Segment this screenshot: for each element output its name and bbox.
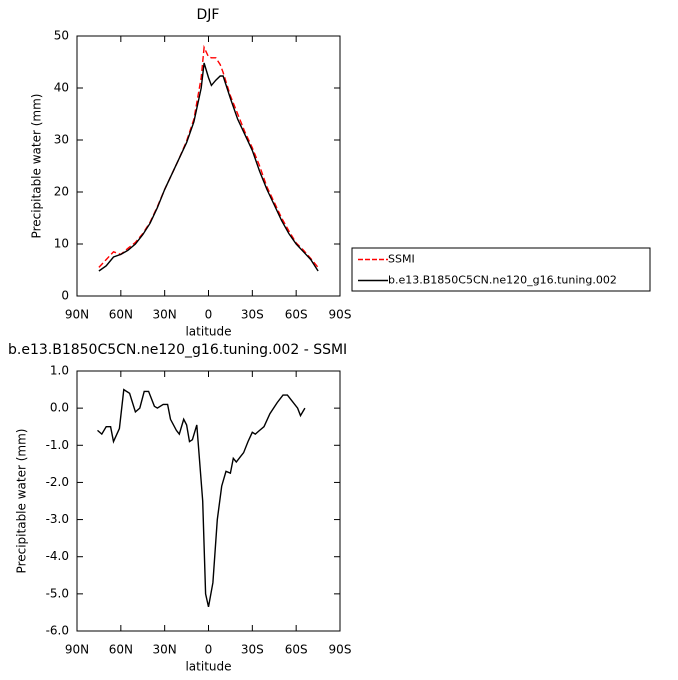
y-tick-label: -3.0 xyxy=(46,512,69,526)
x-tick-label: 0 xyxy=(205,643,213,657)
y-tick-label: 50 xyxy=(54,29,69,43)
chart-title: b.e13.B1850C5CN.ne120_g16.tuning.002 - S… xyxy=(8,342,347,358)
legend-label: b.e13.B1850C5CN.ne120_g16.tuning.002 xyxy=(388,274,617,287)
data-line xyxy=(98,44,319,268)
y-axis-label: Precipitable water (mm) xyxy=(15,429,29,574)
x-tick-label: 30S xyxy=(241,308,264,322)
y-tick-label: 40 xyxy=(54,81,69,95)
plot-frame xyxy=(76,35,341,297)
y-tick-label: -5.0 xyxy=(46,586,69,600)
y-tick-label: 10 xyxy=(54,237,69,251)
x-axis-label: latitude xyxy=(185,325,231,339)
y-tick-label: 30 xyxy=(54,133,69,147)
legend: SSMI b.e13.B1850C5CN.ne120_g16.tuning.002 xyxy=(351,247,651,292)
chart-title: DJF xyxy=(197,7,220,23)
x-axis-label: latitude xyxy=(185,660,231,674)
legend-label: SSMI xyxy=(388,253,415,266)
x-tick-label: 90S xyxy=(329,308,352,322)
y-axis-label: Precipitable water (mm) xyxy=(30,94,44,239)
x-tick-label: 60S xyxy=(285,643,308,657)
y-tick-label: -4.0 xyxy=(46,549,69,563)
y-tick-label: -1.0 xyxy=(46,438,69,452)
y-tick-label: 0.0 xyxy=(50,401,69,415)
y-tick-label: 20 xyxy=(54,185,69,199)
y-tick-label: 1.0 xyxy=(50,364,69,378)
x-tick-label: 90N xyxy=(65,643,89,657)
x-tick-label: 60N xyxy=(109,308,133,322)
plot-frame xyxy=(76,370,341,632)
x-tick-label: 30N xyxy=(153,308,177,322)
legend-box xyxy=(351,247,651,292)
y-tick-label: -6.0 xyxy=(46,624,69,638)
y-tick-label: 0 xyxy=(61,289,69,303)
x-tick-label: 0 xyxy=(205,308,213,322)
x-tick-label: 30S xyxy=(241,643,264,657)
x-tick-label: 90N xyxy=(65,308,89,322)
y-tick-label: -2.0 xyxy=(46,475,69,489)
x-tick-label: 30N xyxy=(153,643,177,657)
x-tick-label: 60N xyxy=(109,643,133,657)
x-tick-label: 90S xyxy=(329,643,352,657)
x-tick-label: 60S xyxy=(285,308,308,322)
data-line xyxy=(98,62,319,272)
data-line xyxy=(97,388,306,608)
